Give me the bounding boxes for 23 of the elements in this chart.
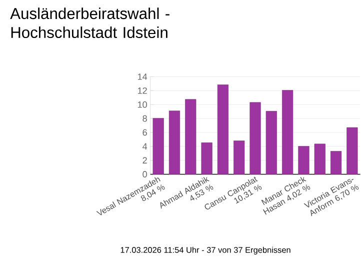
bar [185, 99, 196, 174]
bar [168, 110, 180, 174]
bar [217, 84, 228, 174]
text: 17.03.2026 11:54 Uhr - 37 von 37 Ergebnissen [120, 246, 290, 254]
y-tick-label: 10 [138, 101, 147, 108]
y-tick-label: 14 [138, 73, 148, 80]
y-tick-label: 0 [142, 170, 147, 178]
bar [250, 102, 261, 174]
bar [266, 110, 277, 174]
y-tick-label: 6 [142, 129, 147, 136]
y-tick-label: 8 [142, 115, 147, 122]
bar [346, 127, 358, 174]
bar [330, 150, 342, 174]
bar [282, 90, 294, 174]
y-tick-label: 12 [138, 87, 147, 94]
bar [298, 146, 310, 174]
chart-title: Ausländerbeiratswahl - Hochschulstadt Idstein [10, 7, 170, 38]
bar [314, 144, 326, 174]
y-tick-label: 4 [142, 143, 148, 150]
bar [152, 118, 164, 174]
y-tick-label: 2 [142, 157, 147, 164]
bar [234, 140, 245, 174]
bar [201, 142, 212, 174]
